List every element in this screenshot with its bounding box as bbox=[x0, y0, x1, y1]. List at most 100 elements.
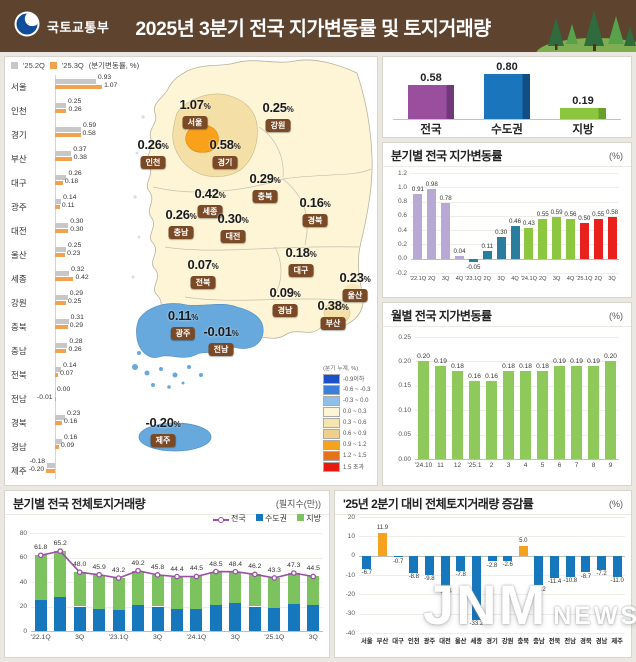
region-name: 충북 bbox=[11, 322, 27, 332]
capital-bar bbox=[248, 606, 261, 631]
total-value-label: 49.2 bbox=[131, 559, 145, 567]
y-tick-label: 0 bbox=[351, 552, 355, 560]
monthly-plot: 0.20 '24.10 0.19 11 0.18 12 0.16 '25.1 0.16 2 0.18… bbox=[415, 337, 619, 469]
region-value: -0.20 bbox=[28, 465, 45, 473]
map-legend-item: -0.9이하 bbox=[323, 374, 377, 384]
x-tick-label: '24.1Q bbox=[520, 275, 537, 282]
y-tick-label: 0.8 bbox=[397, 198, 407, 206]
bar bbox=[455, 255, 465, 259]
region-name: 대전 bbox=[11, 226, 27, 236]
legend-line-label: 전국 bbox=[230, 514, 246, 523]
region-bar bbox=[55, 108, 67, 113]
region-bar bbox=[55, 156, 72, 161]
region-value: 0.09 bbox=[60, 441, 75, 449]
total-value-label: 65.2 bbox=[53, 540, 67, 548]
legend-local-item: 지방 bbox=[297, 513, 321, 524]
region-value: 0.14 bbox=[63, 361, 77, 369]
quarterly-title-row: 분기별 전국 지가변동률 (%) bbox=[383, 143, 631, 167]
legend-local-label: 지방 bbox=[306, 514, 321, 523]
transactions-unit: (필지수(만)) bbox=[275, 499, 321, 509]
x-tick-label: 3Q bbox=[552, 275, 561, 282]
bar bbox=[487, 555, 497, 562]
region-value-label: 1.07% bbox=[179, 97, 211, 112]
region-badge: 제주 bbox=[150, 434, 176, 447]
region-value-label: 0.29% bbox=[249, 171, 281, 186]
bar bbox=[597, 555, 607, 570]
bar-value-label: -8.7 bbox=[580, 573, 592, 580]
region-bar-area: 0.93 1.07 bbox=[35, 73, 125, 97]
bar bbox=[524, 228, 534, 259]
gridline bbox=[359, 536, 625, 538]
region-name: 세종 bbox=[11, 274, 27, 284]
summary-bar-column: 0.80 bbox=[469, 61, 545, 119]
x-tick-label: 경북 bbox=[580, 637, 592, 645]
x-tick-label: 전남 bbox=[564, 637, 577, 645]
bar-value-label: -7.2 bbox=[596, 571, 607, 578]
gridline bbox=[415, 337, 619, 338]
y-tick-label: 10 bbox=[347, 532, 355, 540]
quarterly-chart-card: 분기별 전국 지가변동률 (%) 1.2 1.0 0.8 0.6 0.4 0.2 0.0 -0… bbox=[382, 142, 632, 298]
map-region-label: 0.38% 부산 bbox=[318, 298, 349, 331]
transactions-title: 분기별 전국 전체토지거래량 bbox=[13, 497, 146, 511]
x-tick-label: '23.1Q bbox=[108, 634, 129, 641]
line-swatch-icon bbox=[212, 517, 229, 523]
bar-value-label: 0.18 bbox=[519, 363, 532, 371]
local-bar bbox=[73, 572, 86, 607]
region-value: -0.18 bbox=[29, 457, 46, 465]
total-value-label: 44.5 bbox=[189, 565, 204, 573]
region-value-label: 0.38% bbox=[317, 298, 349, 313]
total-value-label: 48.4 bbox=[228, 560, 242, 568]
bar bbox=[468, 258, 478, 263]
region-bar bbox=[55, 367, 62, 372]
header-bar: 국토교통부 2025년 3분기 전국 지가변동률 및 토지거래량 bbox=[0, 0, 636, 70]
bar bbox=[456, 555, 466, 571]
x-tick-label: 광주 bbox=[423, 637, 436, 645]
x-tick-label: 3Q bbox=[152, 634, 163, 641]
bar bbox=[435, 366, 446, 459]
x-tick-label: 부산 bbox=[376, 637, 389, 645]
map-region-label: 0.29% 충북 bbox=[250, 171, 281, 204]
national-line bbox=[37, 548, 317, 581]
total-value-label: 43.3 bbox=[267, 566, 281, 574]
bar bbox=[554, 366, 565, 459]
gridline bbox=[415, 410, 619, 412]
region-bar-area: 0.25 0.23 bbox=[35, 241, 125, 265]
x-tick-label: 2Q bbox=[594, 275, 602, 282]
percent-sign: % bbox=[211, 262, 219, 271]
region-name: 경기 bbox=[11, 130, 27, 140]
region-name: 울산 bbox=[11, 250, 27, 260]
y-tick-label: 40 bbox=[19, 578, 27, 586]
region-bar-area: 0.32 0.42 bbox=[35, 265, 125, 289]
gridline bbox=[411, 173, 619, 174]
percent-sign: % bbox=[203, 102, 211, 111]
bar-value-label: 0.04 bbox=[453, 247, 466, 255]
map-region-label: 0.18% 대구 bbox=[286, 245, 317, 278]
region-bar-area: 0.00 -0.01 bbox=[35, 385, 125, 409]
bar-value-label: 0.30 bbox=[495, 229, 508, 237]
summary-names: 전국 수도권 지방 bbox=[393, 121, 621, 137]
local-bar bbox=[190, 576, 203, 609]
map-region-label: 1.07% 서울 bbox=[180, 97, 211, 130]
bar bbox=[581, 555, 591, 573]
region-bar bbox=[55, 228, 69, 233]
total-value-label: 48.0 bbox=[73, 561, 87, 569]
total-value-label: 43.2 bbox=[111, 567, 126, 575]
total-value-label: 44.4 bbox=[170, 565, 184, 573]
region-value-label: 0.26% bbox=[165, 207, 197, 222]
x-tick-label: 4Q bbox=[455, 275, 464, 282]
capital-bar bbox=[112, 610, 125, 631]
y-tick-label: 0.15 bbox=[398, 382, 411, 390]
region-bar-area: 0.26 0.18 bbox=[35, 169, 125, 193]
region-value: 0.31 bbox=[70, 313, 84, 321]
y-tick-label: 60 bbox=[19, 554, 27, 561]
region-value: 0.18 bbox=[64, 177, 79, 185]
agency-name: 국토교통부 bbox=[47, 19, 110, 35]
x-tick-label: 2Q bbox=[538, 275, 547, 282]
x-tick-label: 인천 bbox=[407, 637, 420, 645]
region-bar-area: -0.18 -0.20 bbox=[29, 457, 125, 481]
bar-value-label: 0.18 bbox=[536, 363, 549, 371]
region-badge: 전북 bbox=[190, 276, 216, 289]
region-bar-area: 0.23 0.16 bbox=[35, 409, 125, 433]
summary-category: 전국 bbox=[420, 124, 442, 136]
